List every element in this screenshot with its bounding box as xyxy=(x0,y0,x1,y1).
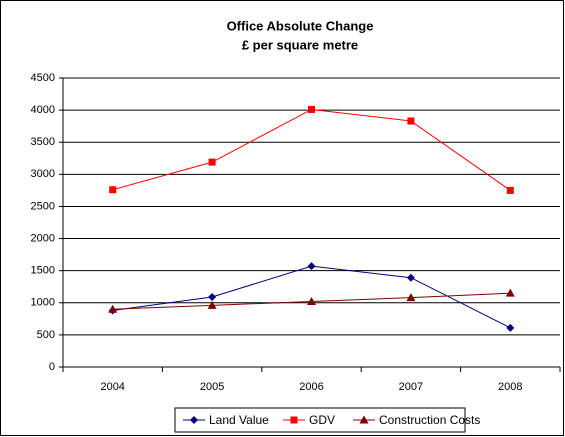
x-tick-label: 2004 xyxy=(100,381,124,393)
marker xyxy=(208,158,216,166)
legend-marker xyxy=(190,416,198,424)
marker xyxy=(506,186,514,194)
marker xyxy=(406,293,416,302)
marker xyxy=(109,186,117,194)
marker xyxy=(207,300,217,309)
y-tick-label: 1000 xyxy=(31,297,55,309)
legend-label: GDV xyxy=(309,413,335,427)
marker xyxy=(307,296,316,305)
x-tick-label: 2007 xyxy=(399,381,423,393)
y-tick-label: 4000 xyxy=(31,104,55,116)
x-tick-label: 2006 xyxy=(299,381,323,393)
marker xyxy=(208,292,217,301)
y-tick-label: 0 xyxy=(49,361,55,373)
x-tick-label: 2005 xyxy=(200,381,224,393)
legend-marker xyxy=(290,416,298,424)
marker xyxy=(505,288,515,297)
y-tick-label: 3500 xyxy=(31,136,55,148)
x-tick-label: 2008 xyxy=(498,381,522,393)
legend-label: Construction Costs xyxy=(379,413,480,427)
y-tick-label: 2500 xyxy=(31,200,55,212)
chart-subtitle: £ per square metre xyxy=(242,37,358,52)
y-tick-label: 500 xyxy=(37,329,55,341)
marker xyxy=(407,117,415,125)
marker xyxy=(308,105,315,113)
y-tick-label: 2000 xyxy=(31,232,55,244)
marker xyxy=(506,323,515,332)
marker xyxy=(406,273,415,282)
chart-title: Office Absolute Change xyxy=(227,18,374,33)
legend-box xyxy=(174,407,466,433)
marker xyxy=(108,304,118,313)
legend-marker xyxy=(359,415,369,424)
marker xyxy=(307,262,316,271)
y-tick-label: 3000 xyxy=(31,168,55,180)
y-tick-label: 4500 xyxy=(31,72,55,84)
y-tick-label: 1500 xyxy=(31,265,55,277)
legend-label: Land Value xyxy=(209,413,269,427)
